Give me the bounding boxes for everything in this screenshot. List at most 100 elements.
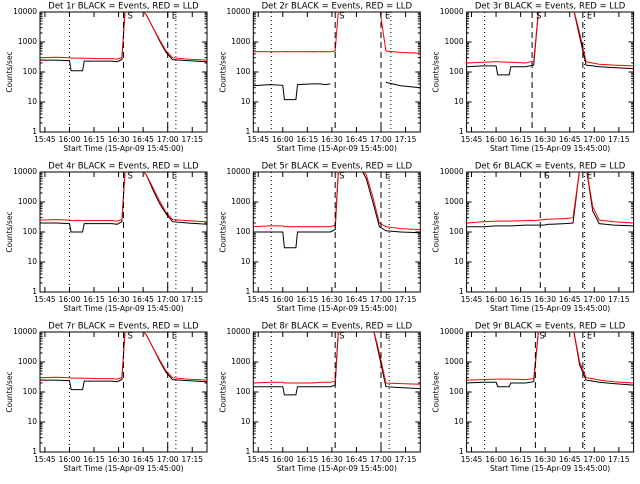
y-tick-label: 1000 xyxy=(18,37,37,46)
x-tick-label: 16:30 xyxy=(534,135,556,144)
y-tick-label: 10000 xyxy=(13,167,37,176)
x-axis-label: Start Time (15-Apr-09 15:45:00) xyxy=(63,304,183,313)
x-tick-label: 16:30 xyxy=(321,295,343,304)
x-tick-label: 15:45 xyxy=(247,295,269,304)
marker-label: E xyxy=(587,172,592,182)
y-tick-label: 1000 xyxy=(445,197,464,206)
data-line xyxy=(40,12,207,72)
x-tick-label: 17:00 xyxy=(157,135,179,144)
x-tick-label: 15:45 xyxy=(34,135,56,144)
data-line xyxy=(253,12,421,54)
x-tick-label: 16:15 xyxy=(297,135,319,144)
x-axis-label: Start Time (15-Apr-09 15:45:00) xyxy=(63,464,183,473)
x-tick-label: 16:00 xyxy=(485,135,507,144)
marker-label: E xyxy=(385,12,390,22)
y-tick-label: 10 xyxy=(27,257,37,266)
y-tick-label: 100 xyxy=(236,227,251,236)
data-line xyxy=(466,12,634,76)
data-line xyxy=(40,172,207,223)
chart-title: Det 7r BLACK = Events, RED = LLD xyxy=(48,322,199,332)
x-tick-label: 15:45 xyxy=(461,135,483,144)
y-axis-label: Counts/sec xyxy=(5,211,14,252)
x-tick-label: 16:45 xyxy=(559,135,581,144)
x-tick-label: 17:00 xyxy=(583,135,605,144)
y-tick-label: 100 xyxy=(449,67,464,76)
x-tick-label: 16:15 xyxy=(83,295,105,304)
y-tick-label: 1000 xyxy=(445,357,464,366)
y-tick-label: 10 xyxy=(241,417,251,426)
y-tick-label: 1 xyxy=(459,287,464,296)
y-tick-label: 1000 xyxy=(231,37,250,46)
x-tick-label: 17:15 xyxy=(395,135,417,144)
y-axis-label: Counts/sec xyxy=(218,51,227,92)
y-tick-label: 1000 xyxy=(18,197,37,206)
data-line xyxy=(253,332,421,396)
y-tick-label: 1 xyxy=(32,127,37,136)
y-tick-label: 1000 xyxy=(445,37,464,46)
x-tick-label: 15:45 xyxy=(247,455,269,464)
x-tick-label: 16:30 xyxy=(534,295,556,304)
marker-label: E xyxy=(587,12,592,22)
y-tick-label: 10000 xyxy=(13,327,37,336)
y-tick-label: 1 xyxy=(32,447,37,456)
x-tick-label: 17:00 xyxy=(370,295,392,304)
x-tick-label: 16:30 xyxy=(321,455,343,464)
panel: Det 3r BLACK = Events, RED = LLD 1 10 100 10… xyxy=(432,2,635,153)
marker-label: E xyxy=(385,332,390,342)
data-line xyxy=(40,12,207,61)
y-tick-label: 100 xyxy=(23,227,38,236)
x-tick-label: 17:00 xyxy=(370,455,392,464)
y-tick-label: 10 xyxy=(454,97,464,106)
x-tick-label: 15:45 xyxy=(247,135,269,144)
y-tick-label: 100 xyxy=(449,227,464,236)
y-axis-label: Counts/sec xyxy=(432,371,441,412)
x-tick-label: 16:45 xyxy=(346,135,368,144)
x-axis-label: Start Time (15-Apr-09 15:45:00) xyxy=(277,144,397,153)
chart-title: Det 5r BLACK = Events, RED = LLD xyxy=(262,162,413,172)
marker-label: S xyxy=(536,12,541,22)
y-tick-label: 1 xyxy=(246,287,251,296)
marker-label: S xyxy=(339,332,344,342)
chart-title: Det 8r BLACK = Events, RED = LLD xyxy=(262,322,413,332)
marker-label: S xyxy=(128,12,133,22)
y-tick-label: 100 xyxy=(236,387,251,396)
y-tick-label: 1 xyxy=(246,127,251,136)
y-tick-label: 10000 xyxy=(226,7,250,16)
x-tick-label: 16:30 xyxy=(108,295,130,304)
marker-label: S xyxy=(539,332,544,342)
chart-title: Det 4r BLACK = Events, RED = LLD xyxy=(48,162,199,172)
marker-label: S xyxy=(544,172,549,182)
x-tick-label: 16:00 xyxy=(485,455,507,464)
y-tick-label: 1 xyxy=(459,447,464,456)
y-tick-label: 100 xyxy=(236,67,251,76)
marker-label: E xyxy=(385,172,390,182)
y-tick-label: 10000 xyxy=(226,327,250,336)
panel: Det 8r BLACK = Events, RED = LLD 1 10 100 10… xyxy=(218,322,421,473)
data-line xyxy=(466,332,634,388)
marker-label: S xyxy=(128,172,133,182)
y-tick-label: 10 xyxy=(454,417,464,426)
x-tick-label: 16:15 xyxy=(83,455,105,464)
data-line xyxy=(466,12,634,67)
x-tick-label: 17:15 xyxy=(608,455,630,464)
y-tick-label: 1 xyxy=(32,287,37,296)
chart-title: Det 1r BLACK = Events, RED = LLD xyxy=(48,2,199,12)
y-tick-label: 1000 xyxy=(18,357,37,366)
x-tick-label: 16:15 xyxy=(83,135,105,144)
marker-label: S xyxy=(339,172,344,182)
y-tick-label: 10 xyxy=(27,97,37,106)
x-tick-label: 16:45 xyxy=(132,455,154,464)
y-tick-label: 1 xyxy=(459,127,464,136)
y-tick-label: 10000 xyxy=(440,167,464,176)
y-tick-label: 10 xyxy=(27,417,37,426)
x-tick-label: 15:45 xyxy=(34,295,56,304)
y-tick-label: 10000 xyxy=(440,7,464,16)
y-tick-label: 10000 xyxy=(226,167,250,176)
y-axis-label: Counts/sec xyxy=(218,211,227,252)
x-tick-label: 17:00 xyxy=(157,295,179,304)
panel: Det 6r BLACK = Events, RED = LLD 1 10 100 10… xyxy=(432,162,635,313)
x-tick-label: 17:00 xyxy=(583,455,605,464)
data-line xyxy=(466,172,634,228)
x-tick-label: 16:15 xyxy=(510,135,532,144)
